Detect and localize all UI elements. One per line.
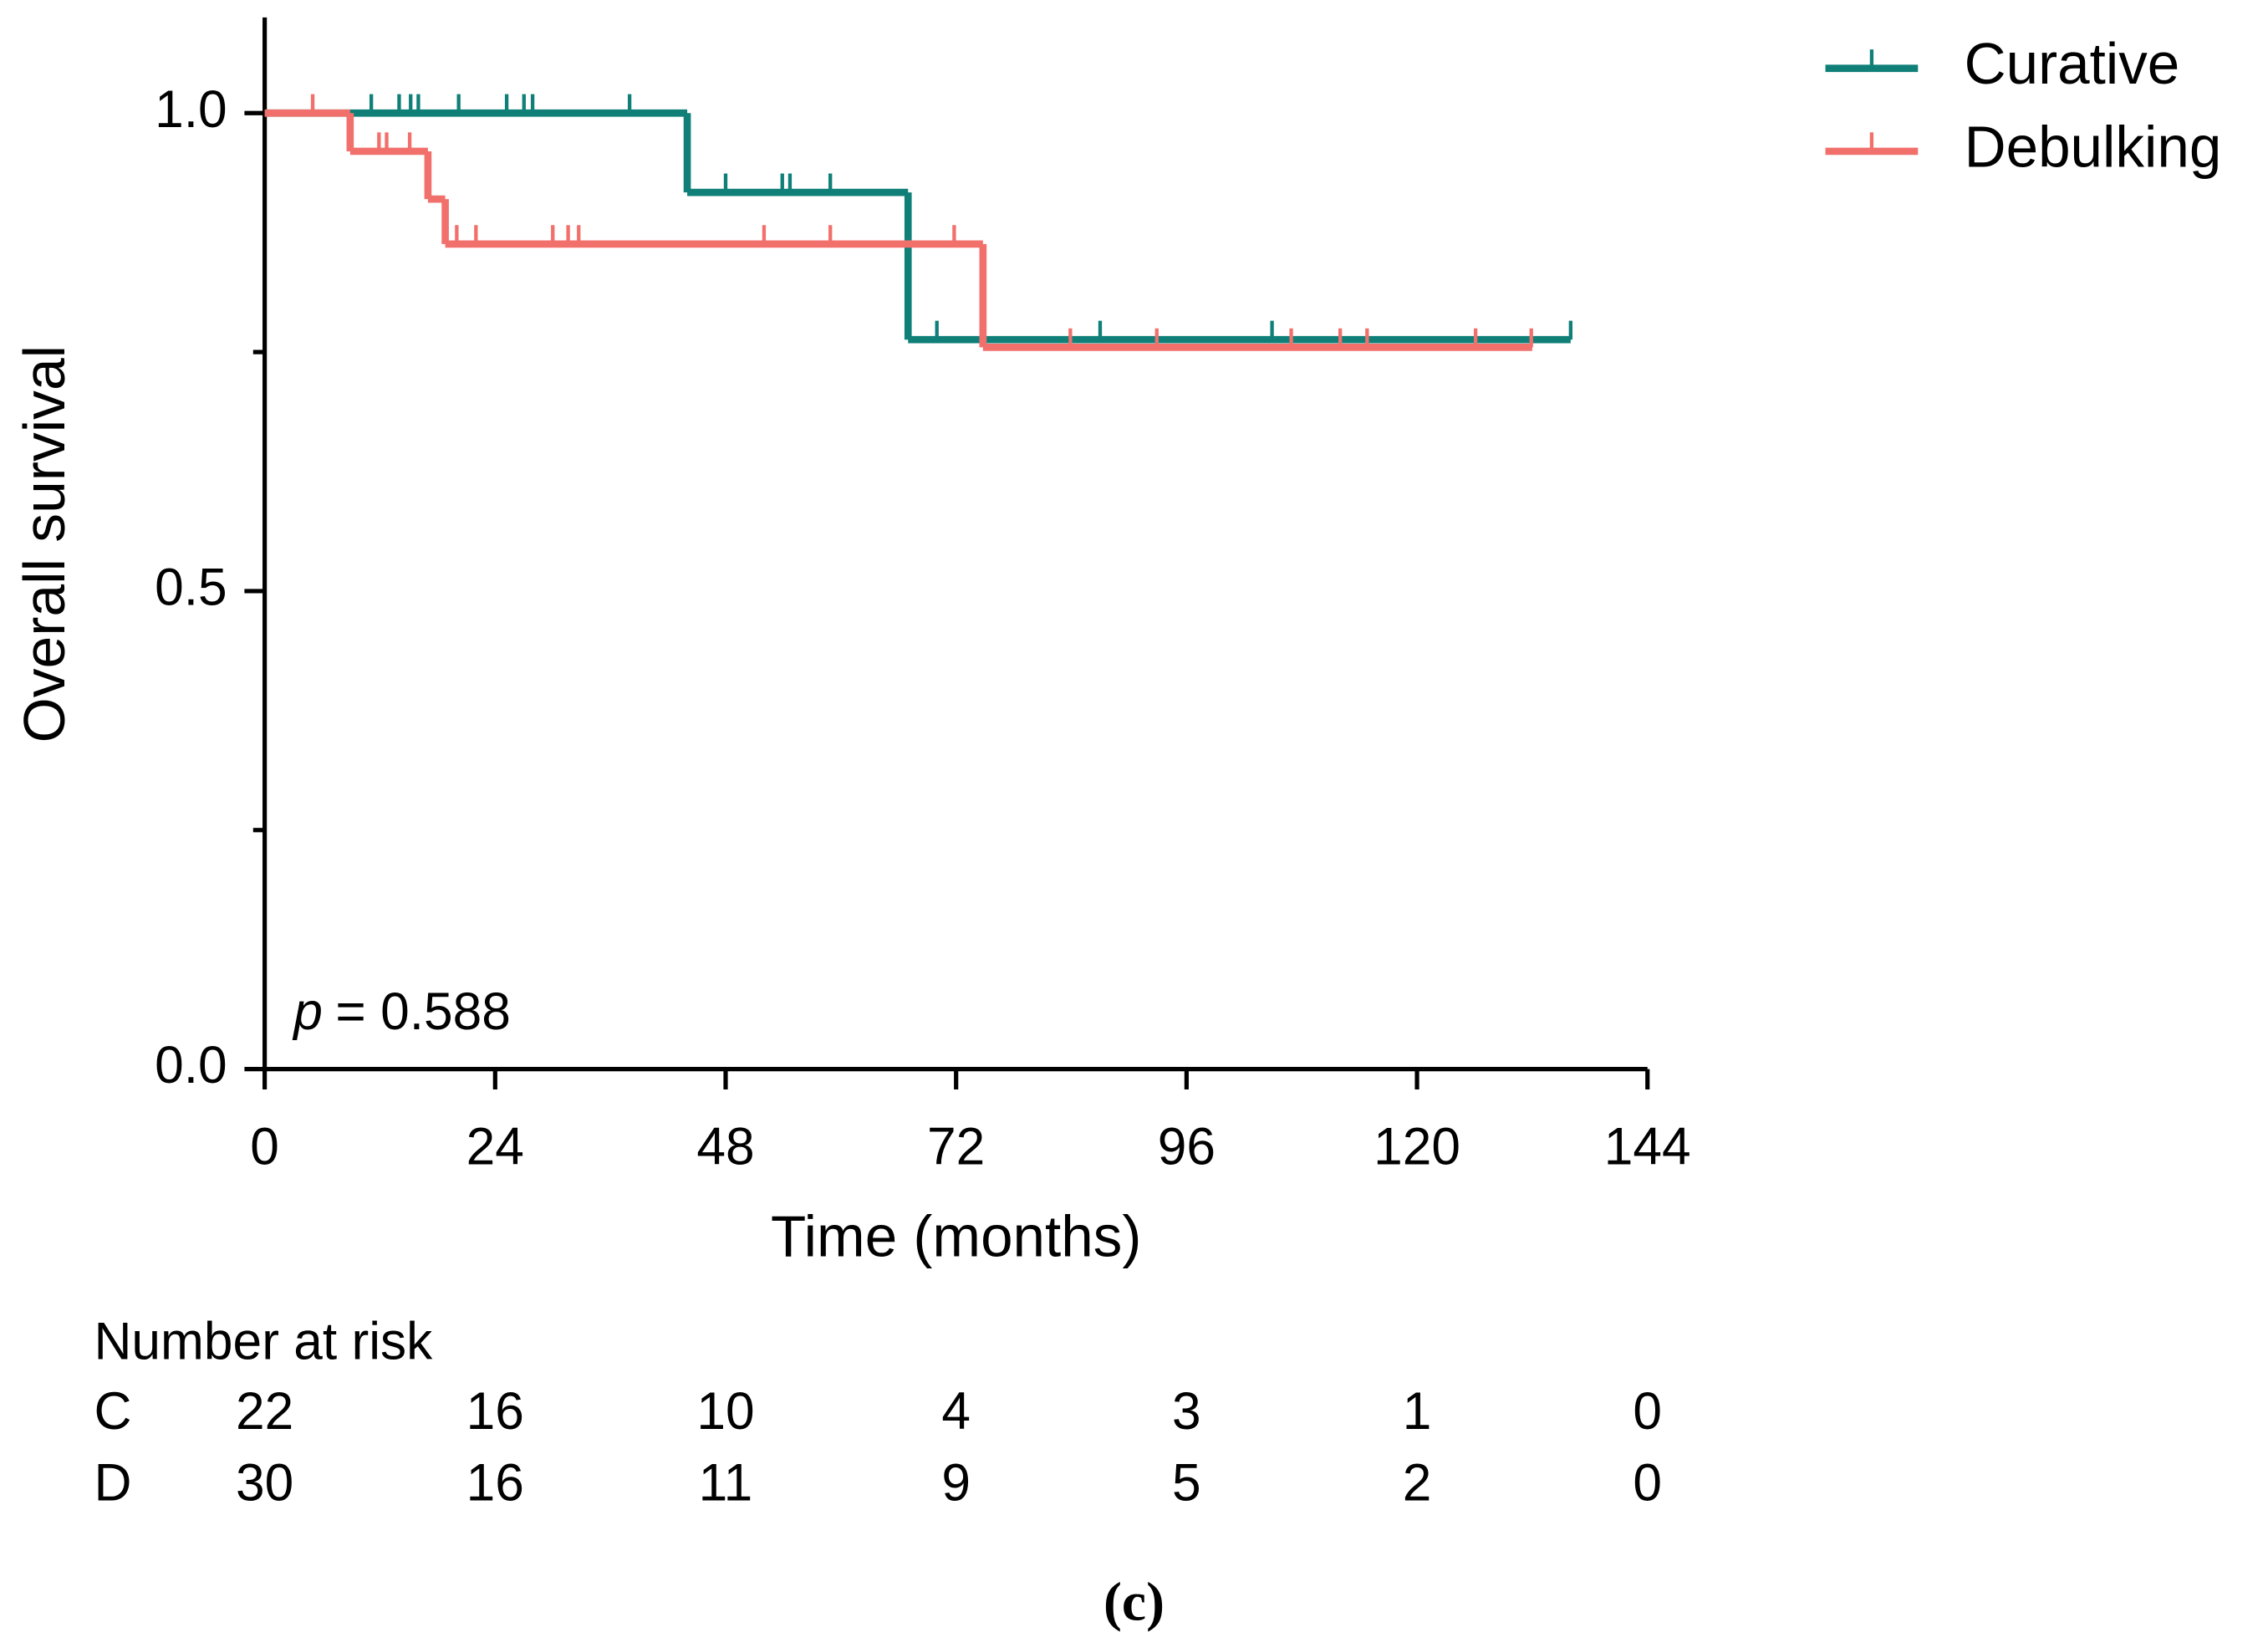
risk-count: 30 [236,1453,293,1512]
risk-count: 5 [1172,1453,1201,1512]
x-tick-label: 144 [1604,1117,1691,1176]
risk-row-label: C [94,1382,131,1441]
risk-count: 0 [1633,1382,1662,1441]
risk-count: 0 [1633,1453,1662,1512]
risk-count: 11 [699,1453,753,1512]
x-tick-label: 48 [696,1117,754,1176]
risk-table-title: Number at risk [94,1313,433,1371]
risk-count: 16 [466,1382,524,1441]
risk-count: 2 [1403,1453,1432,1512]
x-tick-label: 24 [466,1117,524,1176]
x-tick-label: 72 [927,1117,985,1176]
risk-count: 9 [941,1453,971,1512]
risk-count: 4 [941,1382,971,1441]
x-axis-title: Time (months) [771,1203,1141,1268]
y-tick-label: 1.0 [155,80,227,139]
legend-label: Curative [1965,31,2180,96]
y-tick-label: 0.5 [155,558,227,616]
risk-count: 1 [1403,1382,1432,1441]
risk-count: 10 [696,1382,754,1441]
y-axis-title: Overall survival [12,345,77,742]
x-tick-label: 120 [1374,1117,1460,1176]
p-symbol: p [292,982,323,1041]
caption: (c) [1103,1571,1165,1632]
legend-label: Debulking [1965,114,2222,179]
risk-count: 16 [466,1453,524,1512]
risk-count: 22 [236,1382,293,1441]
y-tick-label: 0.0 [155,1036,227,1094]
x-tick-label: 0 [250,1117,279,1176]
risk-count: 3 [1172,1382,1201,1441]
x-tick-label: 96 [1158,1117,1216,1176]
risk-row-label: D [94,1453,131,1512]
p-value: = 0.588 [335,982,510,1041]
